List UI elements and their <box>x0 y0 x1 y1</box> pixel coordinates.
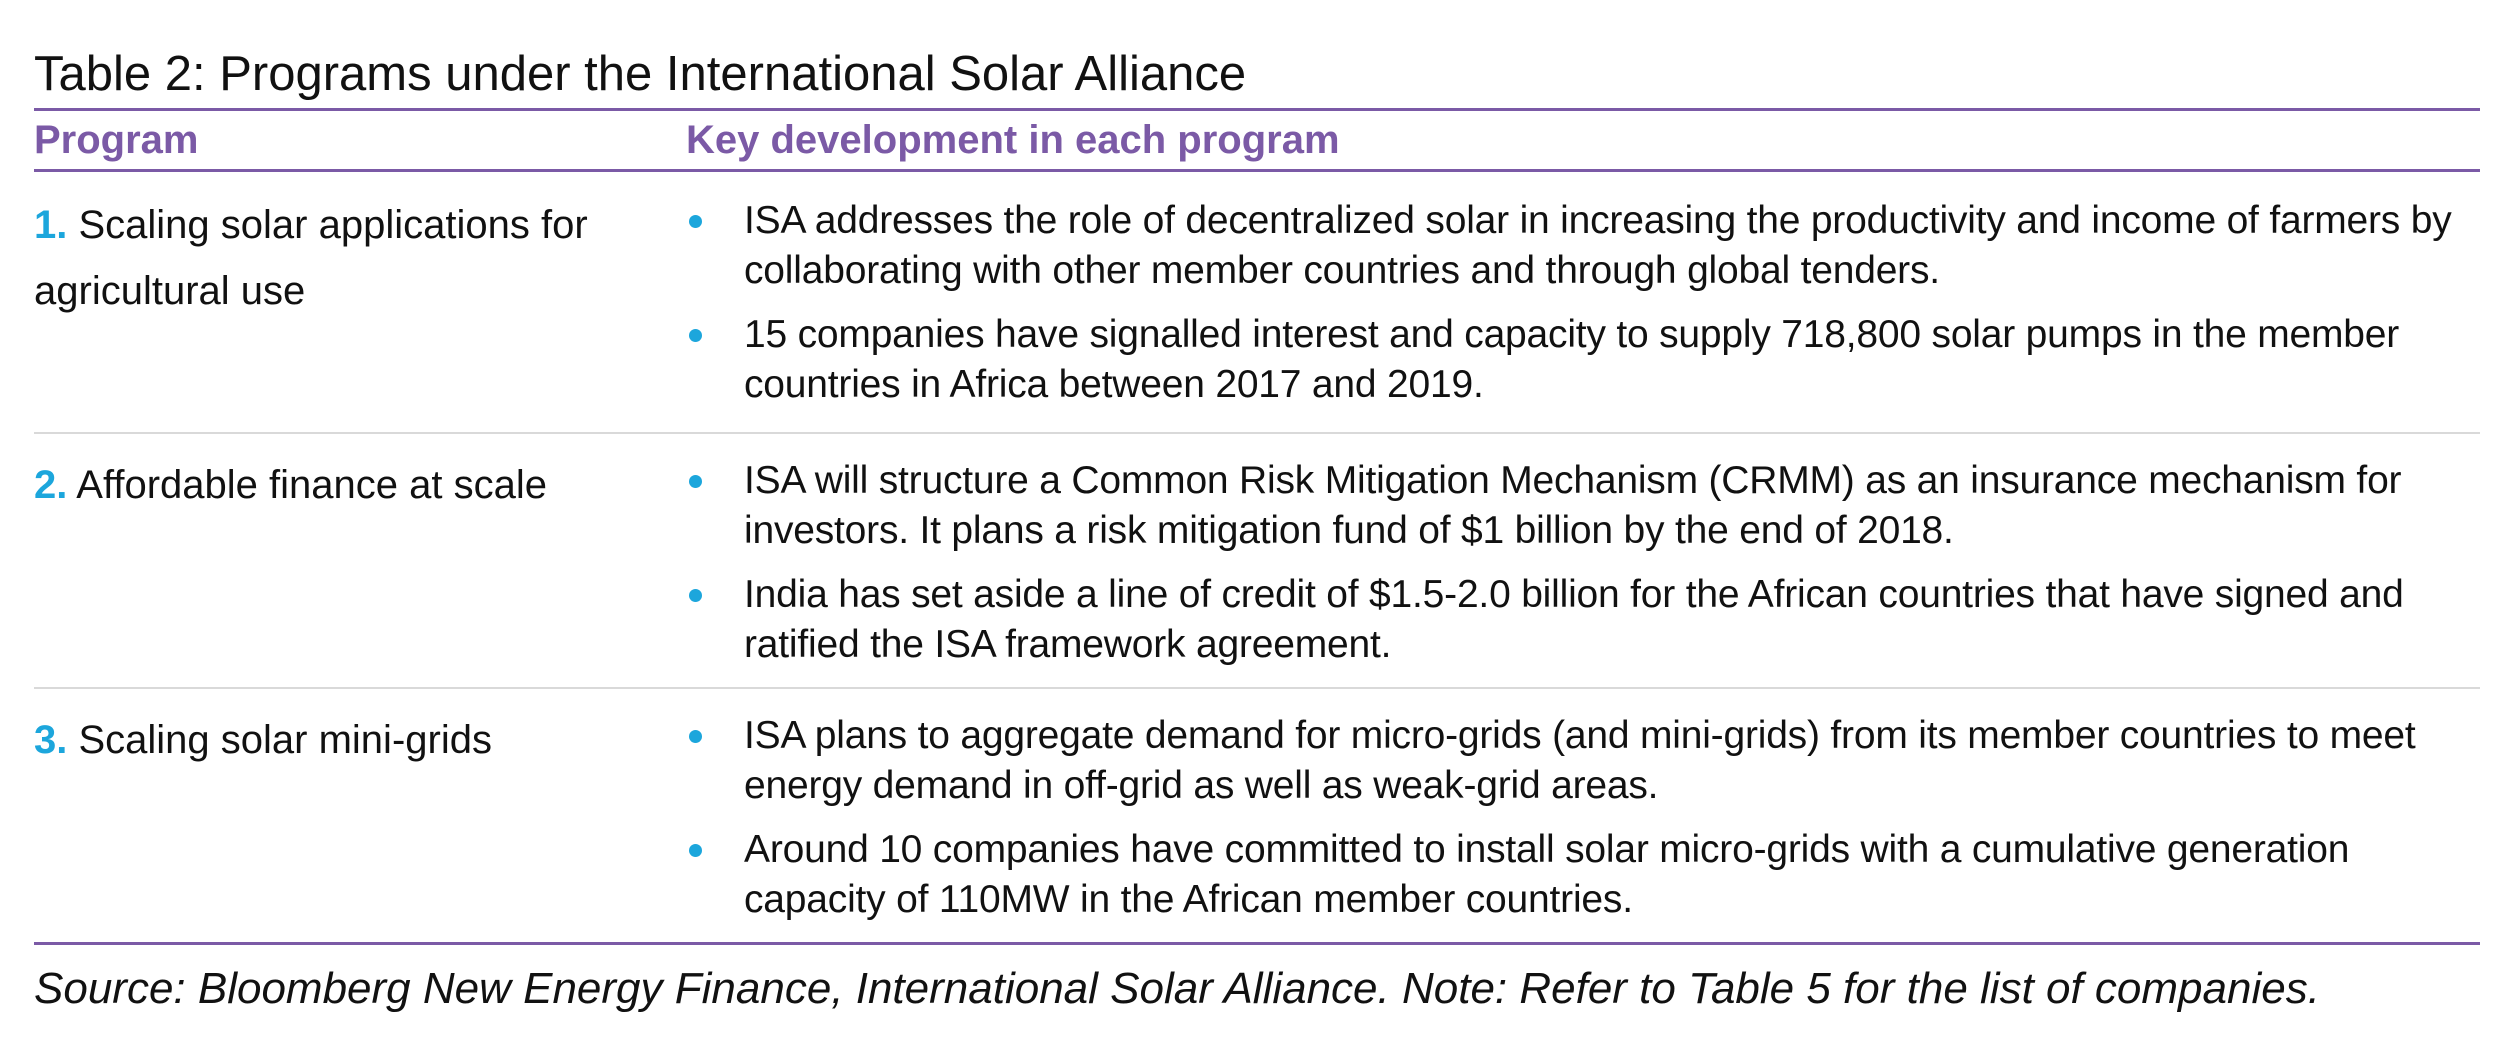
header-development: Key development in each program <box>686 117 1340 162</box>
source-note: Source: Bloomberg New Energy Finance, In… <box>34 964 2320 1013</box>
program-name: Affordable finance at scale <box>76 463 547 507</box>
table-container: Table 2: Programs under the Internationa… <box>34 40 2480 1019</box>
table-header: Program Key development in each program <box>34 111 2480 172</box>
development-item: India has set aside a line of credit of … <box>686 570 2480 670</box>
table-title: Table 2: Programs under the Internationa… <box>34 47 1247 101</box>
program-number: 3. <box>34 718 68 762</box>
table-row: 2. Affordable finance at scale ISA will … <box>34 432 2480 687</box>
development-list: ISA plans to aggregate demand for micro-… <box>686 711 2480 925</box>
development-list: ISA addresses the role of decentralized … <box>686 196 2480 410</box>
development-cell: ISA will structure a Common Risk Mitigat… <box>686 434 2480 687</box>
bullet-icon <box>689 589 702 602</box>
bullet-icon <box>689 730 702 743</box>
development-item: ISA will structure a Common Risk Mitigat… <box>686 456 2480 556</box>
bullet-icon <box>689 475 702 488</box>
development-text: 15 companies have signalled interest and… <box>744 313 2400 406</box>
bullet-icon <box>689 215 702 228</box>
development-list: ISA will structure a Common Risk Mitigat… <box>686 456 2480 670</box>
development-item: 15 companies have signalled interest and… <box>686 310 2480 410</box>
top-rule <box>34 108 2480 111</box>
bottom-rule <box>34 942 2480 945</box>
program-number: 1. <box>34 203 68 247</box>
development-item: Around 10 companies have committed to in… <box>686 825 2480 925</box>
development-cell: ISA addresses the role of decentralized … <box>686 172 2480 432</box>
table-row: 1. Scaling solar applications for agricu… <box>34 172 2480 432</box>
development-item: ISA addresses the role of decentralized … <box>686 196 2480 296</box>
development-item: ISA plans to aggregate demand for micro-… <box>686 711 2480 811</box>
development-text: Around 10 companies have committed to in… <box>744 828 2350 921</box>
program-number: 2. <box>34 463 68 507</box>
development-text: ISA plans to aggregate demand for micro-… <box>744 714 2416 807</box>
program-cell: 3. Scaling solar mini-grids <box>34 689 686 942</box>
bullet-icon <box>689 329 702 342</box>
program-name: Scaling solar mini-grids <box>78 718 492 762</box>
program-name: Scaling solar applications for agricultu… <box>34 203 588 313</box>
development-cell: ISA plans to aggregate demand for micro-… <box>686 689 2480 942</box>
development-text: India has set aside a line of credit of … <box>744 573 2404 666</box>
table-row: 3. Scaling solar mini-grids ISA plans to… <box>34 687 2480 942</box>
program-cell: 2. Affordable finance at scale <box>34 434 686 687</box>
header-program: Program <box>34 117 199 162</box>
program-cell: 1. Scaling solar applications for agricu… <box>34 172 686 432</box>
bullet-icon <box>689 844 702 857</box>
development-text: ISA will structure a Common Risk Mitigat… <box>744 459 2402 552</box>
development-text: ISA addresses the role of decentralized … <box>744 199 2452 292</box>
